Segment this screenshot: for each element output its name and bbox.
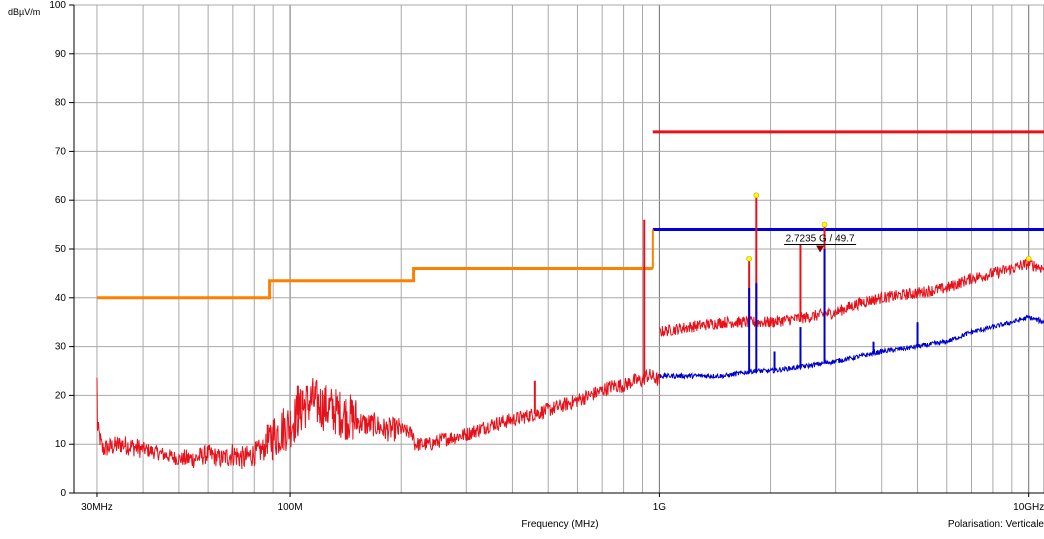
x-tick-label: 10GHz (1013, 502, 1044, 513)
x-axis-label: Frequency (MHz) (521, 519, 598, 530)
y-tick-label: 70 (55, 146, 67, 157)
x-tick-label: 1G (653, 502, 667, 513)
y-tick-label: 20 (55, 390, 67, 401)
y-tick-label: 10 (55, 439, 67, 450)
y-tick-label: 60 (55, 195, 67, 206)
data-series (96, 195, 1044, 470)
gridlines (73, 4, 1044, 494)
y-axis-label: dBµV/m (8, 7, 40, 17)
y-tick-label: 0 (60, 488, 66, 499)
y-tick-label: 40 (55, 293, 67, 304)
marker-annotation: 2.7235 G / 49.7 (784, 233, 857, 253)
y-tick-label: 80 (55, 98, 67, 109)
y-tick-label: 30 (55, 342, 67, 353)
polarisation-note: Polarisation: Verticale (948, 519, 1044, 530)
peak-marker (821, 221, 828, 228)
x-tick-label: 30MHz (81, 502, 113, 513)
y-tick-label: 90 (55, 49, 67, 60)
peak-marker (746, 255, 752, 262)
annotation-pointer (816, 245, 825, 253)
peak-marker (1025, 255, 1032, 262)
markers (746, 192, 1032, 262)
limit_qp-line (97, 267, 653, 300)
avg_trace-2 (659, 314, 1044, 381)
annotation-label: 2.7235 G / 49.7 (786, 233, 855, 244)
peak_trace-1 (658, 258, 1044, 337)
limit-lines (97, 130, 1044, 300)
y-tick-label: 50 (55, 244, 67, 255)
peak-marker (753, 192, 760, 199)
axes: 0 10 20 30 40 50 60 70 80 90 100 30MHz 100M 1G 10GHz (49, 0, 1044, 513)
peak_trace-0 (96, 368, 660, 470)
y-tick-label: 100 (49, 0, 66, 11)
x-tick-label: 100M (278, 502, 303, 513)
